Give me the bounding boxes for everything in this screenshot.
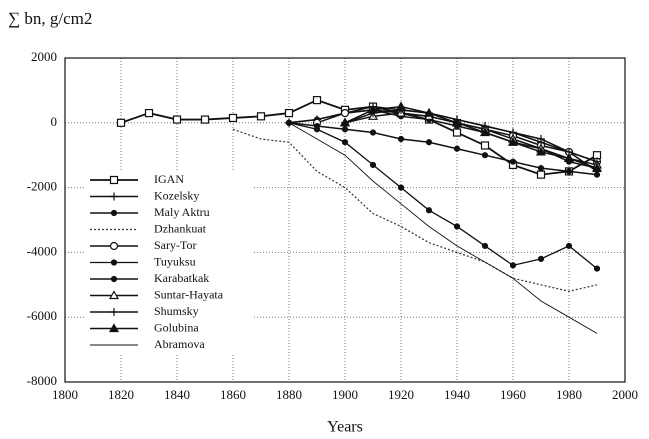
- legend-label: Sary-Tor: [154, 238, 196, 252]
- marker: [340, 108, 350, 118]
- x-tick-label: 1900: [332, 387, 358, 402]
- marker: [144, 108, 154, 118]
- x-tick-label: 2000: [612, 387, 638, 402]
- series-line: [344, 105, 598, 169]
- marker: [395, 101, 407, 111]
- legend-label: Karabatkak: [154, 271, 209, 285]
- y-tick-label: -4000: [27, 243, 57, 258]
- marker: [535, 146, 547, 156]
- legend-label: Abramova: [154, 337, 205, 351]
- y-tick-label: 2000: [31, 49, 57, 64]
- marker: [537, 165, 545, 172]
- marker: [565, 242, 573, 250]
- marker: [284, 108, 294, 118]
- x-tick-label: 1940: [444, 387, 470, 402]
- marker: [108, 323, 120, 333]
- marker: [509, 158, 517, 165]
- series-line: [344, 112, 598, 166]
- marker: [369, 161, 377, 169]
- marker: [172, 115, 182, 124]
- marker: [110, 275, 118, 283]
- marker: [108, 290, 120, 300]
- marker: [537, 255, 545, 262]
- y-tick-label: -8000: [27, 373, 57, 388]
- marker: [116, 118, 126, 127]
- x-tick-label: 1820: [108, 387, 134, 402]
- marker: [341, 139, 349, 146]
- series-line: [288, 122, 598, 334]
- x-axis-label: Years: [327, 419, 363, 436]
- marker: [565, 168, 573, 175]
- marker: [593, 171, 601, 178]
- marker: [563, 153, 575, 163]
- marker: [341, 126, 349, 133]
- x-tick-label: 1920: [388, 387, 414, 402]
- x-tick-label: 1980: [556, 387, 582, 402]
- legend-label: Shumsky: [154, 304, 199, 318]
- x-tick-label: 1880: [276, 387, 302, 402]
- legend-label: IGAN: [154, 172, 184, 186]
- y-tick-label: 0: [51, 114, 58, 129]
- legend-label: Tuyuksu: [154, 254, 196, 268]
- marker: [591, 162, 603, 172]
- marker: [509, 262, 517, 269]
- legend-label: Maly Aktru: [154, 205, 210, 219]
- marker: [452, 128, 462, 137]
- marker: [479, 127, 491, 137]
- legend-label: Golubina: [154, 320, 199, 334]
- marker: [481, 152, 489, 159]
- marker: [339, 117, 351, 127]
- series-line: [288, 122, 598, 270]
- marker: [451, 117, 463, 127]
- plot-frame: [64, 57, 626, 383]
- marker: [256, 112, 266, 121]
- marker: [110, 209, 118, 217]
- marker: [228, 113, 238, 123]
- legend-label: Suntar-Hayata: [154, 287, 224, 301]
- chart-title: ∑ bn, g/cm2: [8, 9, 92, 28]
- marker: [425, 207, 433, 214]
- marker: [509, 128, 517, 137]
- marker: [109, 241, 119, 251]
- series-line: [232, 128, 598, 292]
- marker: [369, 129, 377, 136]
- marker: [507, 137, 519, 146]
- marker: [367, 104, 379, 114]
- marker: [110, 308, 118, 316]
- legend-label: Kozelsky: [154, 188, 199, 202]
- marker: [109, 175, 119, 185]
- marker: [453, 145, 461, 152]
- marker: [453, 223, 461, 230]
- marker: [593, 265, 601, 272]
- marker: [312, 96, 322, 105]
- marker: [481, 242, 489, 250]
- marker: [536, 170, 546, 179]
- series-line: [344, 109, 598, 163]
- marker: [110, 192, 118, 201]
- y-tick-label: -2000: [27, 179, 57, 194]
- marker: [480, 141, 490, 150]
- marker: [397, 184, 405, 191]
- series-line: [120, 99, 598, 176]
- marker: [423, 107, 435, 117]
- marker: [313, 122, 321, 130]
- marker: [200, 115, 210, 124]
- marker: [537, 138, 545, 147]
- x-tick-label: 1960: [500, 387, 526, 402]
- x-tick-label: 1840: [164, 387, 190, 402]
- x-tick-label: 1860: [220, 387, 246, 402]
- marker: [397, 135, 405, 143]
- marker: [425, 139, 433, 146]
- series-line: [288, 122, 598, 176]
- y-tick-label: -6000: [27, 308, 57, 323]
- x-tick-label: 1800: [52, 387, 78, 402]
- legend-label: Dzhankuat: [154, 221, 207, 235]
- marker: [110, 259, 118, 266]
